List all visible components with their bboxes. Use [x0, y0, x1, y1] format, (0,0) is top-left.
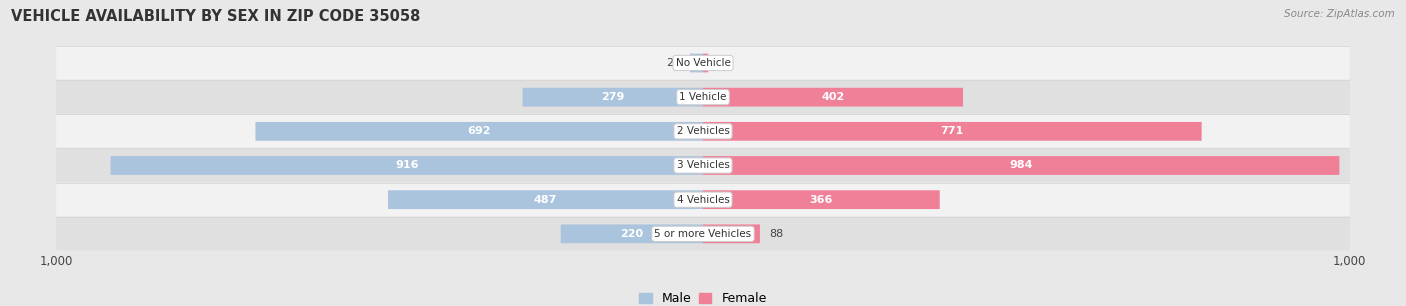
FancyBboxPatch shape: [703, 88, 963, 106]
FancyBboxPatch shape: [56, 115, 1350, 148]
FancyBboxPatch shape: [111, 156, 703, 175]
Legend: Male, Female: Male, Female: [634, 287, 772, 306]
FancyBboxPatch shape: [256, 122, 703, 141]
Text: 2 Vehicles: 2 Vehicles: [676, 126, 730, 136]
FancyBboxPatch shape: [56, 218, 1350, 250]
Text: 1 Vehicle: 1 Vehicle: [679, 92, 727, 102]
FancyBboxPatch shape: [388, 190, 703, 209]
Text: 366: 366: [810, 195, 832, 205]
Text: 692: 692: [467, 126, 491, 136]
Text: 20: 20: [666, 58, 681, 68]
FancyBboxPatch shape: [56, 183, 1350, 216]
Text: 402: 402: [821, 92, 845, 102]
Text: 487: 487: [534, 195, 557, 205]
Text: 8: 8: [718, 58, 725, 68]
FancyBboxPatch shape: [703, 156, 1340, 175]
Text: VEHICLE AVAILABILITY BY SEX IN ZIP CODE 35058: VEHICLE AVAILABILITY BY SEX IN ZIP CODE …: [11, 9, 420, 24]
FancyBboxPatch shape: [690, 54, 703, 73]
Text: Source: ZipAtlas.com: Source: ZipAtlas.com: [1284, 9, 1395, 19]
FancyBboxPatch shape: [56, 47, 1350, 79]
Text: No Vehicle: No Vehicle: [675, 58, 731, 68]
FancyBboxPatch shape: [703, 224, 759, 243]
FancyBboxPatch shape: [703, 122, 1202, 141]
FancyBboxPatch shape: [56, 149, 1350, 182]
Text: 5 or more Vehicles: 5 or more Vehicles: [654, 229, 752, 239]
Text: 984: 984: [1010, 160, 1033, 170]
Text: 88: 88: [769, 229, 785, 239]
FancyBboxPatch shape: [561, 224, 703, 243]
Text: 3 Vehicles: 3 Vehicles: [676, 160, 730, 170]
Text: 916: 916: [395, 160, 419, 170]
Text: 220: 220: [620, 229, 644, 239]
FancyBboxPatch shape: [703, 190, 939, 209]
Text: 4 Vehicles: 4 Vehicles: [676, 195, 730, 205]
FancyBboxPatch shape: [56, 81, 1350, 114]
FancyBboxPatch shape: [703, 54, 709, 73]
Text: 279: 279: [602, 92, 624, 102]
Text: 771: 771: [941, 126, 965, 136]
FancyBboxPatch shape: [523, 88, 703, 106]
